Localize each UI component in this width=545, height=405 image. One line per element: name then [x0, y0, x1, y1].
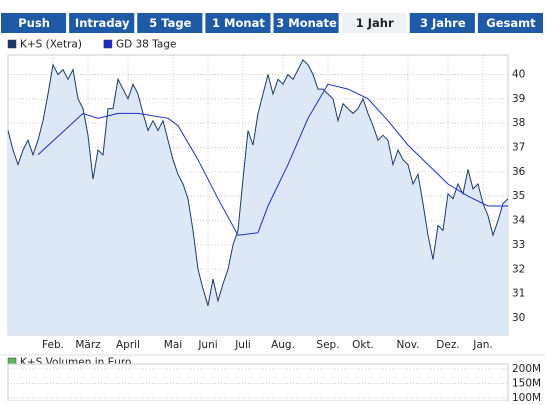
x-tick-label: Feb.	[42, 339, 64, 351]
legend-label: GD 38 Tage	[116, 39, 177, 51]
x-tick-label: Mai	[164, 339, 182, 351]
y-tick-label: 38	[512, 117, 525, 129]
tab-button[interactable]	[341, 13, 407, 33]
y-tick-label: 40	[512, 68, 525, 80]
x-tick-label: Juli	[234, 339, 251, 351]
tab-button[interactable]	[137, 13, 203, 33]
tab-button[interactable]	[477, 13, 543, 33]
y-tick-label: 33	[512, 239, 525, 251]
tab-label[interactable]: Intraday	[75, 16, 130, 30]
legend-label: K+S (Xetra)	[20, 39, 82, 51]
y-tick-label: 150M	[512, 377, 541, 389]
tab-label[interactable]: 3 Jahre	[420, 16, 466, 30]
x-tick-label: Nov.	[396, 339, 419, 351]
tab-label[interactable]: 1 Jahr	[356, 16, 394, 30]
legend-swatch	[7, 39, 17, 49]
tab-button[interactable]	[1, 13, 67, 33]
y-tick-label: 35	[512, 190, 525, 202]
x-tick-label: Sep.	[316, 339, 339, 351]
volume-plot-area	[7, 363, 509, 402]
tab-button[interactable]	[273, 13, 339, 33]
x-tick-label: Juni	[197, 339, 217, 351]
y-tick-label: 200M	[512, 363, 541, 375]
area	[8, 59, 508, 336]
y-tick-label: 37	[512, 142, 525, 154]
y-tick-label: 100M	[512, 392, 541, 401]
tab-button[interactable]	[409, 13, 475, 33]
tab-label[interactable]: 5 Tage	[149, 16, 191, 30]
tab-button[interactable]	[205, 13, 271, 33]
y-tick-label: 31	[512, 288, 525, 300]
y-tick-label: 30	[512, 312, 525, 324]
line	[7, 59, 509, 306]
tab-label[interactable]: Gesamt	[486, 16, 536, 30]
x-tick-label: Jan.	[472, 339, 493, 351]
y-tick-label: 34	[512, 215, 526, 227]
x-tick-label: Dez.	[436, 339, 459, 351]
tab-button[interactable]	[69, 13, 135, 33]
x-tick-label: März	[75, 339, 101, 351]
x-tick-label: Aug.	[271, 339, 295, 351]
x-tick-label: Okt.	[352, 339, 374, 351]
tab-label[interactable]: 3 Monate	[276, 16, 337, 30]
y-tick-label: 32	[512, 263, 525, 275]
x-tick-label: April	[116, 339, 140, 351]
legend-swatch	[103, 39, 113, 49]
tab-label[interactable]: Push	[18, 16, 50, 30]
line	[37, 83, 508, 236]
y-tick-label: 36	[512, 166, 526, 178]
y-tick-label: 39	[512, 93, 525, 105]
tab-label[interactable]: 1 Monat	[212, 16, 265, 30]
